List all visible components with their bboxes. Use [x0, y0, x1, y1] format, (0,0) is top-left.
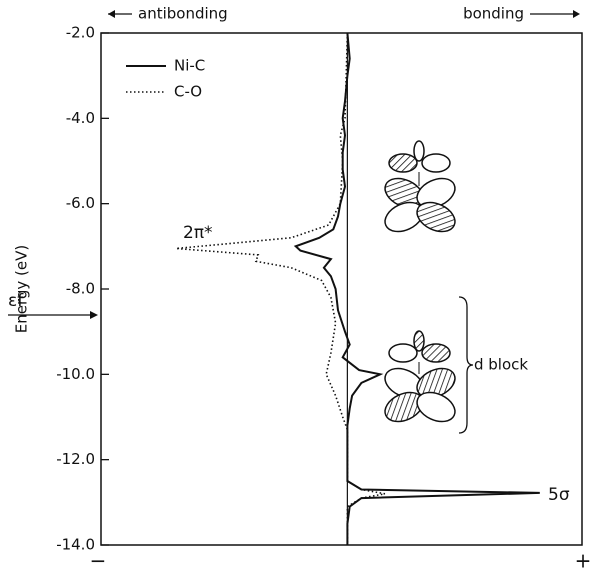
legend-label: Ni-C [174, 57, 205, 75]
sigma-label: 5σ [548, 485, 570, 505]
orbital-lower [384, 330, 456, 423]
x-min-label: − [90, 549, 107, 573]
fermi-arrow [8, 311, 98, 319]
y-tick-label: -8.0 [66, 280, 95, 298]
orbital-upper [384, 140, 456, 233]
y-tick-label: -12.0 [56, 450, 95, 468]
plot-frame [100, 32, 583, 546]
y-tick-label: -10.0 [56, 365, 95, 383]
fermi-label: εf [8, 291, 24, 311]
y-tick-label: -2.0 [66, 24, 95, 42]
bonding-label: bonding [463, 5, 524, 23]
antibonding-label: antibonding [138, 5, 228, 23]
legend-label: C-O [174, 83, 202, 101]
top-arrows [108, 10, 580, 18]
y-axis-label: Energy (eV) [13, 245, 31, 333]
series-line [176, 32, 386, 545]
y-tick-label: -6.0 [66, 194, 95, 212]
d-block-brace [458, 296, 474, 434]
y-tick-label: -14.0 [56, 536, 95, 554]
d-block-label: d block [474, 356, 528, 374]
pi-star-label: 2π* [183, 223, 213, 243]
x-max-label: + [575, 549, 592, 573]
series-line [293, 32, 540, 545]
y-tick-label: -4.0 [66, 109, 95, 127]
